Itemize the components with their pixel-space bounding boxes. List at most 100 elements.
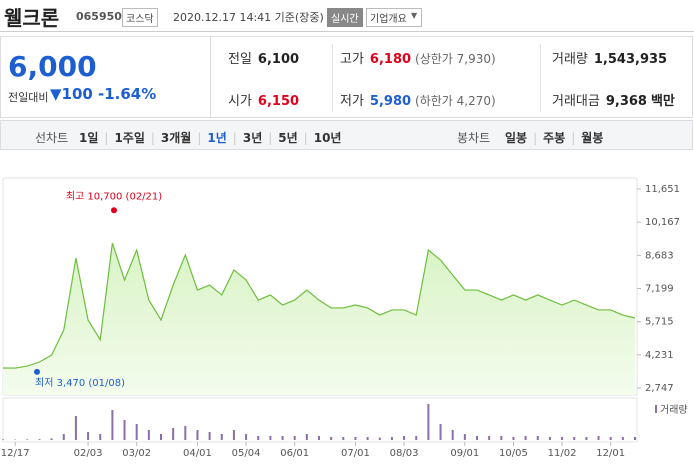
volume-bar [147,430,150,440]
stat: 저가 5,980 (하한가 4,270) [340,90,496,109]
tab-sep: | [533,131,538,145]
volume-bar [439,424,442,440]
volume-bar [184,426,187,440]
tab[interactable]: 3개월 [160,131,192,145]
volume-bar [123,420,126,440]
volume-bar [500,436,503,440]
stat-value: 6,180 [369,52,412,67]
volume-bar [378,437,381,440]
stat-label: 시가 [228,94,252,109]
stat-note: (하한가 4,270) [415,94,496,108]
volume-bar [305,434,308,440]
x-tick-label: 09/01 [450,448,479,459]
price-line [2,242,636,369]
volume-bar [488,436,491,440]
divider [0,31,694,32]
tab[interactable]: 주봉 [543,131,566,145]
tab[interactable]: 3년 [242,131,263,145]
change: ▼100 [50,85,93,103]
x-tick-label: 10/05 [499,448,528,459]
stat-value: 9,368 [605,94,647,109]
x-tick-label: 07/01 [341,448,370,459]
y-tick-label: 7,199 [645,284,674,295]
timestamp: 2020.12.17 14:41 기준(장중) [173,11,324,24]
volume-bar [281,436,284,440]
tab[interactable]: 일봉 [505,131,528,145]
volume-bar [403,436,406,440]
tab[interactable]: 1주일 [114,131,145,145]
stat-note: (상한가 7,930) [415,52,496,66]
y-tick-label: 2,747 [645,383,674,394]
stat-value: 5,980 [369,94,412,109]
volume-bar [597,436,600,440]
stock-name: 웰크론 [4,6,60,30]
volume-bar [38,439,41,440]
tab[interactable]: 1년 [207,131,227,145]
x-tick-label: 11/02 [548,448,577,459]
volume-bar [2,439,4,440]
x-tick-label: 08/03 [390,448,419,459]
tab-sep: | [104,131,109,145]
volume-bar [354,437,357,440]
y-tick-label: 8,683 [645,250,674,261]
tab-sep: | [268,131,273,145]
x-tick-label: 12/01 [596,448,625,459]
tab-bar: 선차트 1일 | 1주일 | 3개월 | 1년 | 3년 | 5년 | 10년 봉차트 일봉 | 주봉 | 월봉 [0,120,693,150]
stat: 시가 6,150 [228,90,299,109]
y-tick-label: 11,651 [645,184,680,195]
volume-bar [512,437,515,440]
stat-divider [332,44,333,112]
volume-bar [269,436,272,440]
tab-label: 봉차트 [457,131,491,145]
stock-code: 065950 [76,10,122,23]
change-pct: -1.64% [98,85,157,103]
y-tick-label: 5,715 [645,317,674,328]
volume-bar [573,437,576,440]
stat-label: 거래량 [552,52,588,67]
volume-bar [561,437,564,440]
company-button[interactable]: 기업개요 [366,8,422,27]
tab-sep: | [232,131,237,145]
x-tick-label: 04/01 [183,448,212,459]
volume-bar [99,434,102,440]
volume-bar [524,436,527,440]
volume-legend-mark [655,405,657,413]
stat-value: 6,150 [257,94,300,109]
volume-bar [476,436,478,440]
tab[interactable]: 1일 [79,131,99,145]
tab-sep: | [150,131,155,145]
summary-divider [210,36,211,118]
volume-bar [257,436,260,440]
volume-bar [293,436,296,440]
low-marker [34,368,40,375]
volume-bar [390,437,393,440]
high-label: 최고 10,700 (02/21) [66,190,162,202]
volume-bar [208,432,211,440]
market-badge: 코스닥 [122,8,158,27]
volume-bar [536,436,539,440]
volume-bar [50,438,53,440]
volume-bar [621,437,624,440]
low-label: 최저 3,470 (01/08) [35,377,125,389]
x-tick-label: 02/03 [74,448,103,459]
tab[interactable]: 5년 [278,131,298,145]
realtime-badge[interactable]: 실시간 [327,8,363,27]
volume-bar [232,430,235,440]
volume-bar [87,432,90,440]
tab-sep: | [197,131,202,145]
tab[interactable]: 10년 [313,131,342,145]
volume-bar [62,434,65,440]
period-tabs: 1일 | 1주일 | 3개월 | 1년 | 3년 | 5년 | 10년 [79,129,347,146]
current-price: 6,000 [8,50,97,83]
tab[interactable]: 월봉 [581,131,604,145]
stat-value: 6,100 [257,52,300,67]
volume-bar [366,437,369,440]
volume-bar [172,428,175,440]
tab-sep: | [571,131,576,145]
volume-bar [135,424,138,440]
x-tick-label: 05/04 [232,448,261,459]
volume-bar [245,434,248,440]
candle-tabs: 일봉 | 주봉 | 월봉 [505,129,609,146]
volume-bar [451,430,454,440]
